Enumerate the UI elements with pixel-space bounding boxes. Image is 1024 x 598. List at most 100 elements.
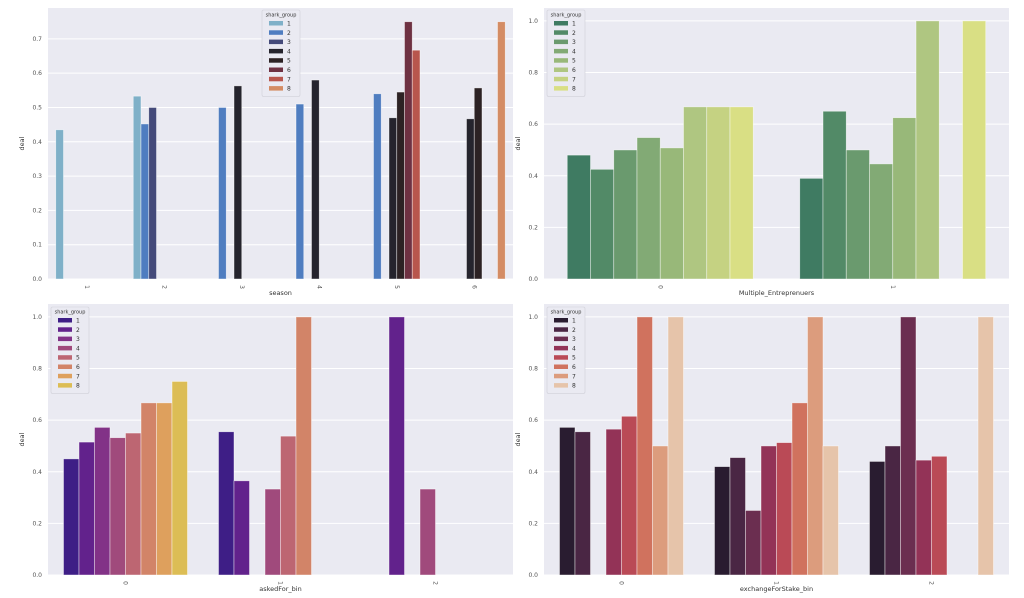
x-tick-label: 4 — [315, 285, 322, 289]
legend-label-8: 8 — [287, 86, 291, 93]
legend-label-8: 8 — [572, 383, 576, 390]
legend-swatch-2 — [554, 30, 568, 35]
legend-label-6: 6 — [76, 364, 80, 371]
x-tick-label: 2 — [432, 581, 439, 585]
x-tick-label: 0 — [656, 285, 663, 289]
bar-0-group-5 — [659, 147, 684, 280]
bar-2-group-2 — [388, 316, 405, 576]
y-tick-label: 0.0 — [528, 572, 538, 579]
x-tick-label: 2 — [928, 581, 935, 585]
x-tick-label: 0 — [618, 581, 625, 585]
bar-0-group-6 — [636, 316, 653, 576]
bar-1-group-5 — [892, 117, 917, 280]
bar-3-group-2 — [218, 107, 227, 280]
y-tick-label: 0.0 — [32, 276, 42, 283]
bar-1-group-5 — [280, 435, 297, 576]
bar-0-group-1 — [63, 458, 80, 576]
y-tick-label: 0.0 — [528, 276, 538, 283]
legend-label-5: 5 — [76, 355, 80, 362]
legend-swatch-3 — [58, 336, 72, 342]
legend-swatch-5 — [554, 58, 568, 63]
legend-swatch-4 — [554, 345, 568, 351]
x-tick-label: 6 — [470, 285, 477, 289]
bar-0-group-2 — [574, 431, 591, 576]
legend-swatch-5 — [554, 355, 568, 360]
legend-swatch-4 — [554, 48, 568, 54]
legend-label-6: 6 — [572, 364, 576, 371]
legend-label-7: 7 — [572, 373, 576, 380]
x-tick-label: 1 — [277, 581, 284, 585]
legend-label-4: 4 — [572, 345, 576, 352]
bar-1-group-8 — [962, 20, 987, 280]
legend-label-2: 2 — [287, 30, 291, 37]
bar-1-group-1 — [55, 129, 64, 280]
bar-5-group-4 — [388, 117, 398, 280]
bar-4-group-4 — [311, 79, 320, 280]
legend-label-7: 7 — [76, 373, 80, 380]
y-tick-label: 0.6 — [32, 417, 42, 424]
legend-label-8: 8 — [572, 86, 576, 93]
y-tick-label: 0.6 — [528, 417, 538, 424]
bar-1-group-6 — [791, 402, 808, 576]
legend-label-2: 2 — [572, 30, 576, 37]
legend-swatch-7 — [269, 76, 283, 82]
y-tick-label: 1.0 — [528, 314, 538, 321]
legend-label-8: 8 — [76, 383, 80, 390]
y-tick-label: 0.8 — [32, 366, 42, 373]
legend-label-1: 1 — [572, 21, 576, 28]
bar-1-group-6 — [915, 20, 940, 280]
bar-1-group-7 — [807, 316, 824, 576]
legend-swatch-1 — [554, 21, 568, 26]
y-tick-label: 0.2 — [528, 224, 538, 231]
legend-swatch-3 — [269, 39, 283, 45]
legend-title: shark_group — [55, 310, 86, 316]
y-axis-label: deal — [514, 432, 522, 446]
bar-1-group-5 — [776, 442, 793, 576]
x-axis-label: Multiple_Entreprenuers — [739, 289, 815, 297]
bar-0-group-7 — [706, 106, 731, 280]
bar-4-group-2 — [295, 103, 305, 280]
legend-label-3: 3 — [572, 39, 576, 46]
bar-5-group-7 — [411, 49, 421, 280]
bar-6-group-4 — [466, 118, 475, 280]
chart-panel-1: 0.0 0.1 0.2 0.3 0.4 0.5 0.6 0.7 1 2 3 4 5 6 season deal… — [18, 8, 513, 297]
legend-swatch-6 — [554, 67, 568, 72]
y-axis-label: deal — [18, 136, 26, 150]
y-tick-label: 0.6 — [528, 121, 538, 128]
bar-0-group-6 — [140, 402, 157, 576]
bar-1-group-3 — [845, 149, 870, 280]
bar-2-group-3 — [148, 107, 157, 280]
legend: shark_group 1 2 3 4 5 6 7 8 — [261, 9, 301, 97]
bar-0-group-2 — [78, 441, 95, 576]
legend-label-2: 2 — [76, 327, 80, 334]
y-tick-label: 0.6 — [32, 70, 42, 77]
bar-0-group-2 — [590, 168, 615, 280]
x-tick-label: 0 — [122, 581, 129, 585]
y-tick-label: 0.4 — [528, 173, 538, 180]
y-tick-label: 0.1 — [32, 242, 42, 249]
x-tick-label: 2 — [160, 285, 167, 289]
legend-swatch-5 — [58, 355, 72, 360]
legend-label-5: 5 — [287, 58, 291, 65]
legend-label-7: 7 — [572, 76, 576, 83]
x-tick-label: 1 — [83, 285, 90, 289]
bar-0-group-5 — [621, 415, 638, 576]
bar-2-group-5 — [931, 455, 948, 576]
y-tick-label: 0.4 — [528, 469, 538, 476]
legend-swatch-1 — [554, 318, 568, 323]
x-axis-label: exchangeForStake_bin — [740, 585, 813, 593]
bar-0-group-6 — [683, 106, 708, 280]
bar-5-group-2 — [373, 93, 382, 280]
legend-swatch-3 — [554, 39, 568, 45]
bar-2-group-1 — [132, 95, 142, 280]
bar-0-group-7 — [652, 445, 669, 576]
chart-panel-2: 0.0 0.2 0.4 0.6 0.8 1.0 0 1 Multiple_Entreprenue… — [514, 8, 1009, 297]
x-tick-label: 1 — [773, 581, 780, 585]
bar-0-group-4 — [636, 137, 661, 280]
legend-label-3: 3 — [76, 336, 80, 343]
bar-1-group-1 — [218, 431, 235, 576]
bar-2-group-1 — [869, 461, 886, 576]
bar-1-group-2 — [729, 457, 746, 576]
legend-label-1: 1 — [76, 318, 80, 325]
